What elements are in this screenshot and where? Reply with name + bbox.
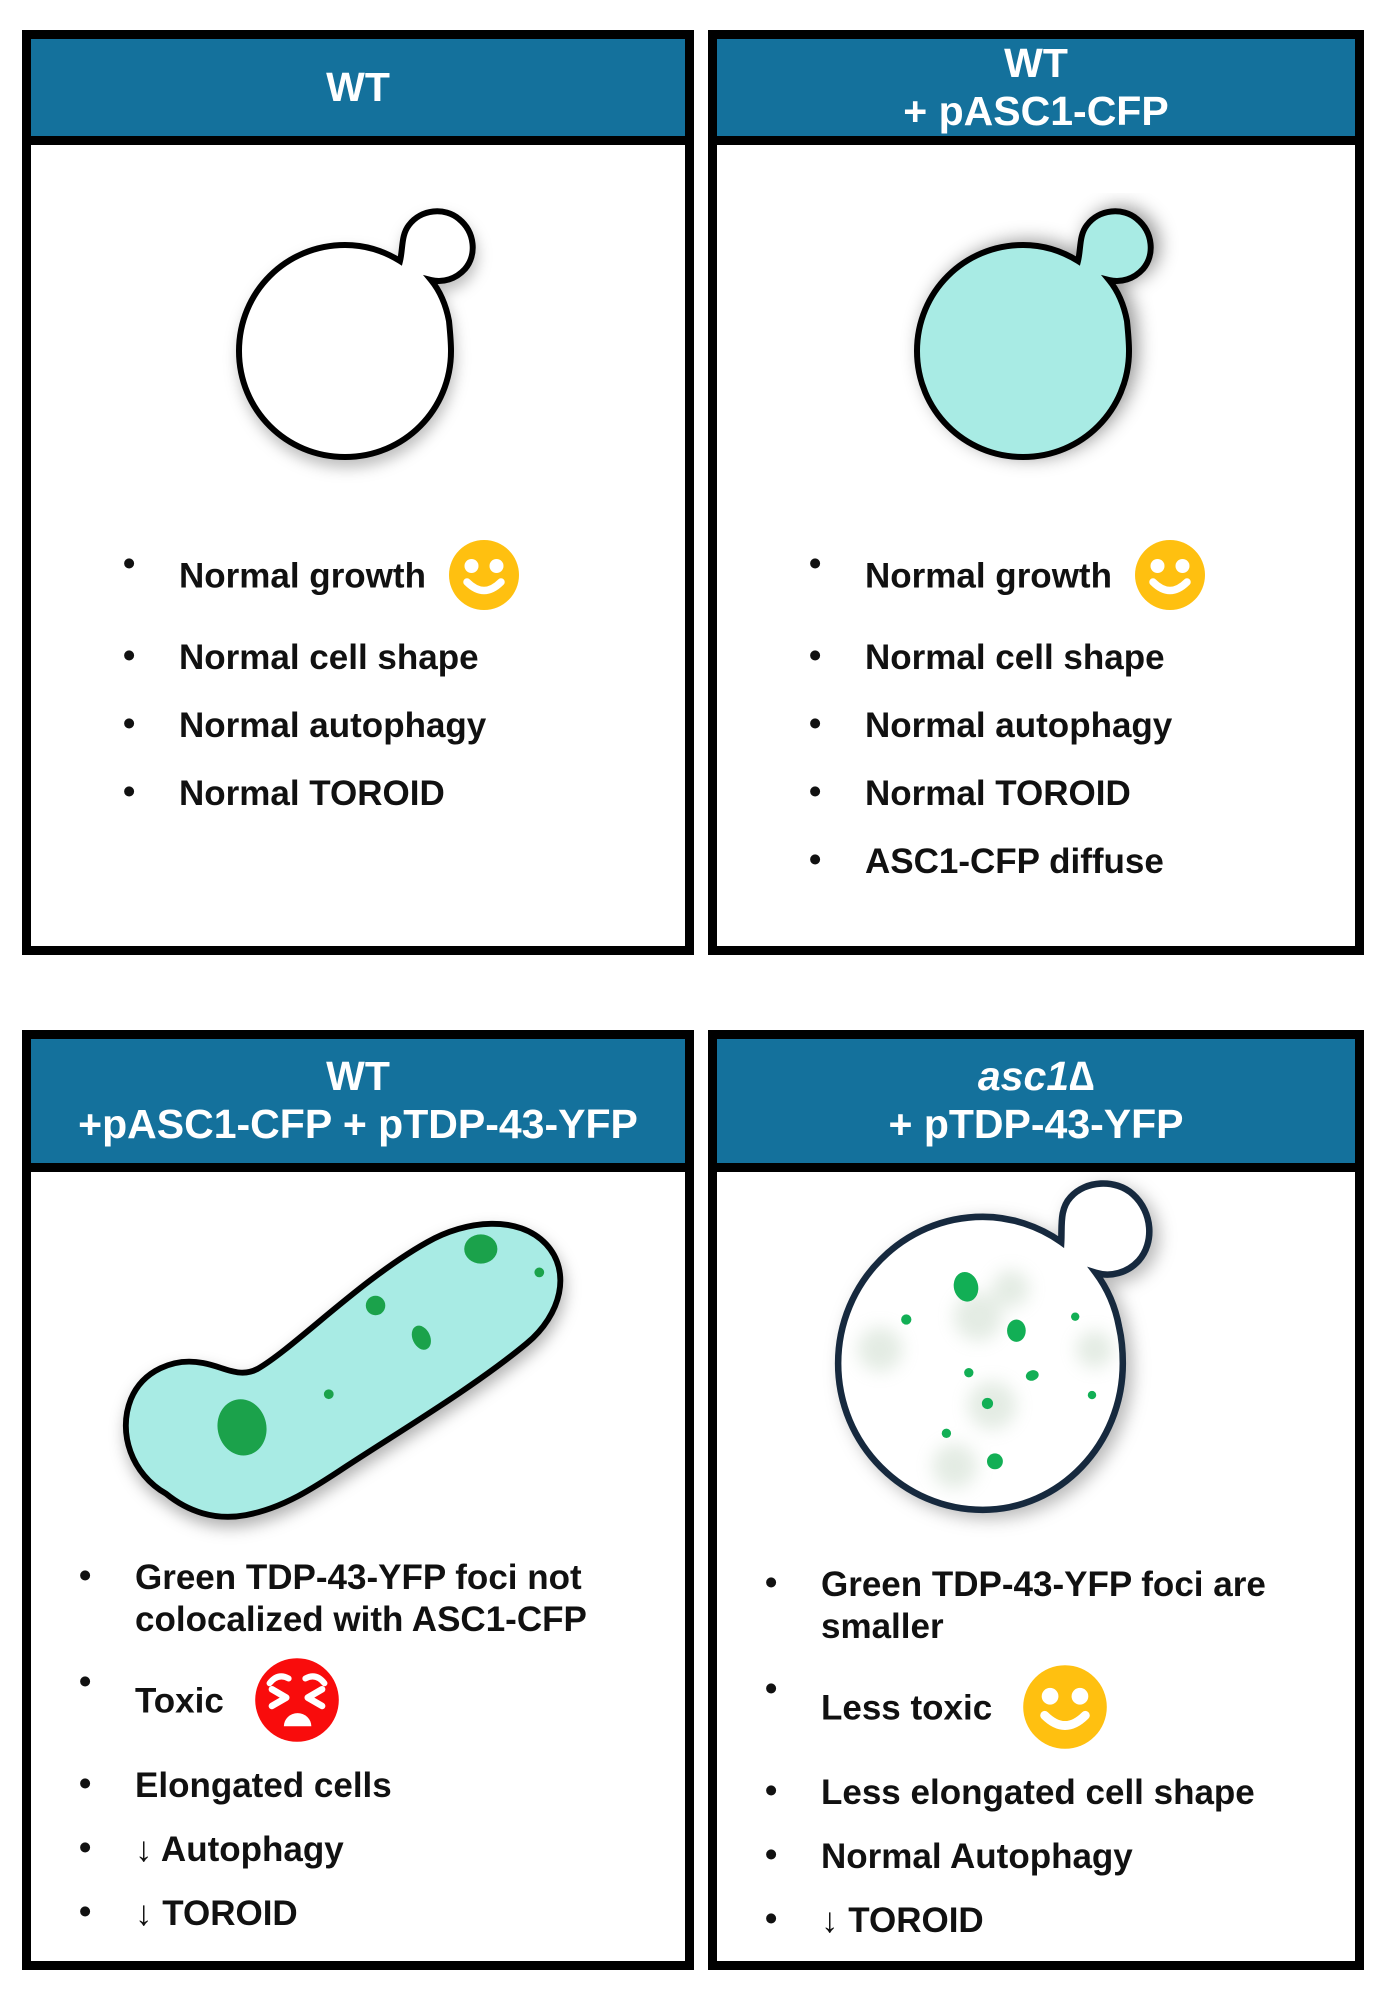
header-line: WT xyxy=(326,1053,390,1100)
elongated-yeast-cell xyxy=(122,1220,564,1520)
header-line: + pTDP-43-YFP xyxy=(888,1101,1184,1147)
bullet-list: Green TDP-43-YFP foci not colocalized wi… xyxy=(31,1555,685,1935)
header-line: asc1∆ xyxy=(977,1053,1095,1100)
bullet-item: ↓ TOROID xyxy=(79,1891,655,1935)
bullet-item: ↓ TOROID xyxy=(765,1898,1325,1942)
bullet-text: Normal TOROID xyxy=(865,774,1131,813)
bullet-item: Normal TOROID xyxy=(123,771,655,815)
bullet-item: ASC1-CFP diffuse xyxy=(809,839,1325,883)
bullet-text: Green TDP-43-YFP foci are smaller xyxy=(821,1565,1266,1646)
bullet-text: Green TDP-43-YFP foci not colocalized wi… xyxy=(135,1558,587,1639)
header-line: WT xyxy=(1004,39,1068,86)
diffuse-blur-patches xyxy=(857,1270,1114,1489)
panel-wt: WT Normal growth Normal cell shape Norma… xyxy=(22,30,694,955)
panel-wt-pasc1-ptdp43-header: WT +pASC1-CFP + pTDP-43-YFP xyxy=(31,1039,685,1172)
bullet-text: ↓ Autophagy xyxy=(135,1830,344,1869)
bullet-text: Normal autophagy xyxy=(179,706,487,745)
bullet-text: Normal TOROID xyxy=(179,774,445,813)
bullet-list: Normal growth Normal cell shape Normal a… xyxy=(31,540,685,815)
yeast-cell-navy-outline xyxy=(834,1180,1153,1514)
angry-face-icon xyxy=(255,1658,339,1742)
panel-wt-pasc1-header: WT + pASC1-CFP xyxy=(717,39,1355,145)
bullet-text: Normal growth xyxy=(865,556,1112,596)
bullet-item: Normal cell shape xyxy=(809,635,1325,679)
bullet-text: Normal cell shape xyxy=(865,638,1165,677)
bullet-text: Normal growth xyxy=(179,556,426,596)
yeast-cell-white xyxy=(235,208,476,461)
wt-pasc1-cell-illustration xyxy=(717,145,1355,545)
asc1del-cell-illustration xyxy=(717,1172,1355,1564)
bullet-item: Normal growth xyxy=(123,540,655,611)
tdp43-foci-small xyxy=(901,1272,1097,1470)
bullet-item: Normal autophagy xyxy=(123,703,655,747)
elongated-cell-illustration xyxy=(31,1172,685,1557)
bullet-item: Green TDP-43-YFP foci not colocalized wi… xyxy=(79,1555,655,1641)
bullet-item: Less toxic xyxy=(765,1665,1325,1750)
bullet-item: Less elongated cell shape xyxy=(765,1770,1325,1814)
bullet-list: Normal growth Normal cell shape Normal a… xyxy=(717,540,1355,883)
bullet-text: Less elongated cell shape xyxy=(821,1773,1255,1812)
bullet-item: Normal growth xyxy=(809,540,1325,611)
bullet-item: Normal Autophagy xyxy=(765,1834,1325,1878)
bullet-text: Toxic xyxy=(135,1681,224,1721)
bullet-text: Normal cell shape xyxy=(179,638,479,677)
smiley-face-icon xyxy=(1023,1665,1108,1749)
bullet-item: Green TDP-43-YFP foci are smaller xyxy=(765,1562,1325,1648)
bullet-text: Elongated cells xyxy=(135,1766,392,1805)
smiley-face-icon xyxy=(448,540,519,610)
bullet-item: Normal cell shape xyxy=(123,635,655,679)
bullet-item: Normal TOROID xyxy=(809,771,1325,815)
bullet-list: Green TDP-43-YFP foci are smaller Less t… xyxy=(717,1562,1355,1942)
bullet-text: ↓ TOROID xyxy=(135,1894,298,1933)
tdp43-foci xyxy=(217,1234,545,1456)
bullet-text: ASC1-CFP diffuse xyxy=(865,842,1164,881)
header-line: WT xyxy=(326,63,390,110)
bullet-text: Normal Autophagy xyxy=(821,1837,1133,1876)
bullet-text: ↓ TOROID xyxy=(821,1901,984,1940)
panel-asc1del-ptdp43-header: asc1∆ + pTDP-43-YFP xyxy=(717,1039,1355,1172)
header-line: + pASC1-CFP xyxy=(903,87,1169,134)
header-line: +pASC1-CFP + pTDP-43-YFP xyxy=(78,1101,638,1147)
panel-asc1del-ptdp43: asc1∆ + pTDP-43-YFP xyxy=(708,1030,1364,1970)
wt-cell-illustration xyxy=(31,145,685,545)
yeast-cell-cyan xyxy=(913,208,1154,461)
bullet-item: Elongated cells xyxy=(79,1763,655,1807)
smiley-face-icon xyxy=(1134,540,1205,610)
bullet-text: Less toxic xyxy=(821,1688,993,1728)
bullet-item: Toxic xyxy=(79,1658,655,1743)
panel-wt-header: WT xyxy=(31,39,685,145)
bullet-item: Normal autophagy xyxy=(809,703,1325,747)
bullet-item: ↓ Autophagy xyxy=(79,1827,655,1871)
panel-wt-pasc1-ptdp43: WT +pASC1-CFP + pTDP-43-YFP Green TDP-43… xyxy=(22,1030,694,1970)
panel-wt-pasc1-cfp: WT + pASC1-CFP Normal growth Normal cell… xyxy=(708,30,1364,955)
bullet-text: Normal autophagy xyxy=(865,706,1173,745)
